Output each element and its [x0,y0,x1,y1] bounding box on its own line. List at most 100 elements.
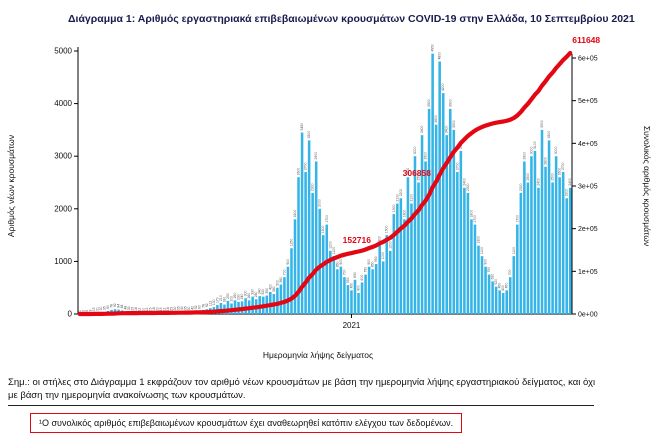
bar-value-label: 450 [505,283,509,289]
bar [523,161,526,314]
bar-value-label: 3450 [300,123,304,131]
y-axis-left-title: Αριθμός νέων κρουσμάτων [6,135,16,237]
bar [551,182,554,314]
bar-value-label: 2500 [417,173,421,181]
bar-value-label: 340 [258,288,262,294]
bar [389,250,392,314]
bar [283,277,286,314]
bar-value-label: 900 [484,259,488,265]
bar [279,284,283,314]
bar-value-label: 2500 [551,173,555,181]
bar-value-label: 12 [162,307,166,311]
bar [417,182,420,314]
bar [406,177,410,314]
bar-value-label: 2300 [466,183,470,191]
bar-value-label: 170 [215,297,219,303]
bar-value-label: 2100 [409,194,413,202]
bar [219,302,223,314]
bar-value-label: 240 [240,294,244,300]
bar-value-label: 12 [145,307,149,311]
bar-value-label: 4200 [441,83,445,91]
bar-value-label: 2300 [519,183,523,191]
bar [420,135,424,314]
bar [568,187,572,314]
bar [371,269,374,314]
bar-value-label: 33 [127,306,131,310]
bar-value-label: 3 [81,310,85,312]
bar-value-label: 4800 [438,52,442,60]
bar-value-label: 2300 [311,183,315,191]
bar-value-label: 2700 [561,162,565,170]
bar-value-label: 350 [265,288,269,294]
bar [300,132,304,314]
bar [484,266,487,314]
bar-value-label: 18 [166,307,170,311]
bar-value-label: 3000 [529,147,533,155]
bar [311,193,314,314]
bar [463,187,466,314]
chart-note-line2: με βάση την ημερομηνία ανακοίνωσης των κ… [8,390,246,402]
bar-value-label: 520 [494,279,498,285]
bar [519,193,523,314]
bar-value-label: 700 [342,269,346,275]
bar-value-label: 18 [152,307,156,311]
bar-value-label: 1200 [388,241,392,249]
bar [508,277,512,314]
bar-value-label: 850 [371,262,375,268]
bar-value-label: 1500 [385,225,389,233]
bar [438,61,441,314]
bar [445,135,449,314]
covid-cases-chart: Αριθμός νέων κρουσμάτων Συνολικός αριθμό… [6,35,652,360]
bar-value-label: 950 [374,256,378,262]
footnote-text: ¹Ο συνολικός αριθμός επιβεβαιωμένων κρου… [39,418,454,428]
bar-value-label: 2500 [526,173,530,181]
bar [512,256,516,314]
bar [378,245,381,314]
y-right-tick-label: 5e+05 [578,98,598,105]
bar [530,156,533,314]
bar [487,274,491,314]
bar [385,235,389,314]
bar [448,108,452,314]
bar-value-label: 600 [360,275,364,281]
y-left-tick-label: 4000 [54,99,72,108]
plot-area: 0 1000 2000 3000 4000 5000 0e+00 1e+05 2e+05 3e+0… [54,35,600,330]
bar [336,269,339,314]
x-tick-label: 2021 [343,321,361,330]
bar-value-label: 2700 [304,162,308,170]
bar-value-label: 2700 [455,162,459,170]
bar-value-label: 1700 [325,215,329,223]
y-right-tick-label: 4e+05 [578,141,598,148]
bar-value-label: 260 [233,293,237,299]
bar-value-label: 35 [177,306,181,310]
cumulative-line [77,50,573,317]
bar-value-label: 3500 [452,120,456,128]
bar-value-label: 280 [254,292,258,298]
bar [494,286,498,314]
bar-value-label: 84 [117,304,121,308]
y-left-tick-label: 5000 [54,47,72,56]
bar [304,171,307,314]
bar-value-label: 1800 [469,210,473,218]
bar-value-label: 30 [173,307,177,311]
bar-value-label: 5 [85,310,89,312]
bar-value-label: 4950 [431,44,435,52]
bar-value-label: 1100 [332,247,336,254]
bar-value-label: 3000 [413,147,417,155]
bar [353,279,357,314]
y-right-tick-label: 6e+05 [578,56,598,63]
bar [526,182,530,314]
y-left-tick-label: 3000 [54,152,72,161]
y-right-tick-label: 1e+05 [578,269,598,276]
bar-value-label: 180 [222,297,226,303]
bar-value-label: 230 [237,294,241,300]
bar-value-label: 60 [106,305,110,309]
bar-value-label: 25 [170,307,174,311]
bar [459,150,463,314]
bar [364,274,367,314]
bar-value-label: 2600 [558,168,562,176]
bar-value-label: 48 [124,306,128,310]
bar [561,171,565,314]
bar [325,224,329,314]
